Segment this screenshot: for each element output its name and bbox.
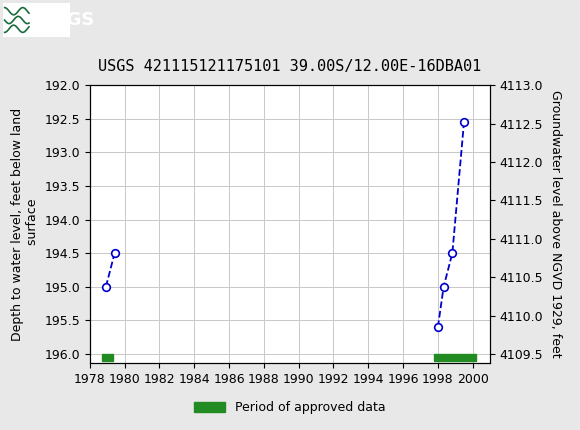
Bar [434, 354, 476, 361]
Legend: Period of approved data: Period of approved data [189, 396, 391, 419]
Y-axis label: Depth to water level, feet below land
 surface: Depth to water level, feet below land su… [11, 108, 39, 341]
Bar [102, 354, 113, 361]
Y-axis label: Groundwater level above NGVD 1929, feet: Groundwater level above NGVD 1929, feet [549, 90, 562, 358]
FancyBboxPatch shape [3, 3, 70, 37]
Text: USGS 421115121175101 39.00S/12.00E-16DBA01: USGS 421115121175101 39.00S/12.00E-16DBA… [99, 59, 481, 74]
Text: USGS: USGS [39, 11, 95, 29]
